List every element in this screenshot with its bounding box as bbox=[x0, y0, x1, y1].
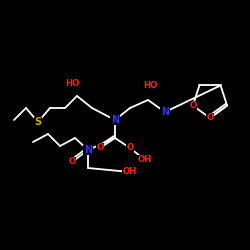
Text: N: N bbox=[161, 107, 169, 117]
Text: O: O bbox=[189, 101, 196, 110]
Text: S: S bbox=[34, 117, 42, 127]
Text: HO: HO bbox=[65, 80, 79, 88]
Text: OH: OH bbox=[123, 168, 137, 176]
Text: O: O bbox=[126, 144, 134, 152]
Text: O: O bbox=[206, 114, 214, 122]
Text: N: N bbox=[84, 145, 92, 155]
Text: N: N bbox=[111, 115, 119, 125]
Text: OH: OH bbox=[138, 156, 152, 164]
Text: O: O bbox=[68, 158, 75, 166]
Text: HO: HO bbox=[143, 82, 157, 90]
Text: O: O bbox=[96, 144, 104, 152]
